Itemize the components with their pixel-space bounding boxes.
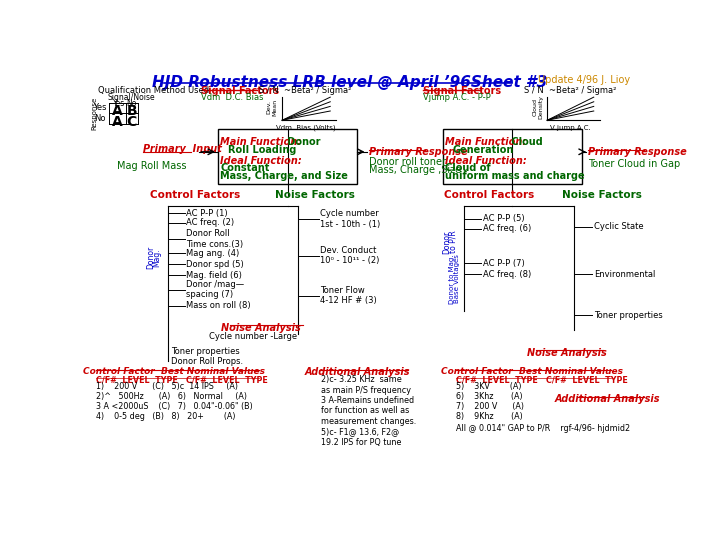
Text: Noise Factors: Noise Factors bbox=[562, 190, 642, 200]
Text: Control Factor  Best Nominal Values: Control Factor Best Nominal Values bbox=[83, 367, 265, 376]
Text: Environmental: Environmental bbox=[594, 270, 655, 279]
Text: C/F#  LEVEL  TYPE   C/F#  LEVEL  TYPE: C/F# LEVEL TYPE C/F# LEVEL TYPE bbox=[456, 375, 628, 384]
Text: Qualification Method Used: Qualification Method Used bbox=[98, 85, 209, 94]
Text: Donor to Mag.: Donor to Mag. bbox=[449, 254, 455, 303]
Text: Toner properties: Toner properties bbox=[171, 347, 240, 356]
Text: Control Factors: Control Factors bbox=[444, 190, 534, 200]
Text: AC P-P (5): AC P-P (5) bbox=[483, 214, 525, 224]
Text: Yes: Yes bbox=[94, 104, 107, 112]
Text: Response: Response bbox=[91, 97, 97, 130]
Text: Cycle number
1st - 10th - (1): Cycle number 1st - 10th - (1) bbox=[320, 209, 380, 228]
Text: Generation: Generation bbox=[453, 145, 514, 155]
Text: A: A bbox=[112, 104, 122, 118]
Text: Noise Factors: Noise Factors bbox=[275, 190, 355, 200]
Text: All @ 0.014" GAP to P/R    rgf-4/96- hjdmid2: All @ 0.014" GAP to P/R rgf-4/96- hjdmid… bbox=[456, 423, 630, 433]
Text: Ideal Function:: Ideal Function: bbox=[220, 156, 302, 166]
Text: Toner Cloud in Gap: Toner Cloud in Gap bbox=[588, 159, 680, 168]
Text: Mass on roll (8): Mass on roll (8) bbox=[186, 301, 251, 310]
Text: Control Factor  Best Nominal Values: Control Factor Best Nominal Values bbox=[441, 367, 623, 376]
Text: Donor roll toner: Donor roll toner bbox=[369, 157, 446, 167]
Text: 2)c- 3.25 KHz  same
as main P/S frequency
3 A-Remains undefined
for function as : 2)c- 3.25 KHz same as main P/S frequency… bbox=[321, 375, 416, 447]
Text: No: No bbox=[126, 99, 136, 107]
Text: Signal Factors: Signal Factors bbox=[423, 85, 501, 96]
Text: Primary Response: Primary Response bbox=[369, 147, 468, 157]
Text: Vdm  D.C. Bias: Vdm D.C. Bias bbox=[201, 93, 264, 102]
Text: 3 A <2000uS    (C)   7)   0.04"-0.06" (B): 3 A <2000uS (C) 7) 0.04"-0.06" (B) bbox=[96, 402, 253, 411]
Text: Noise Analysis: Noise Analysis bbox=[220, 323, 300, 333]
Text: Noise Analysis: Noise Analysis bbox=[527, 348, 606, 358]
Text: Primary  Input: Primary Input bbox=[143, 145, 222, 154]
Text: Cloud
Density: Cloud Density bbox=[533, 95, 544, 119]
Text: Additional Analysis: Additional Analysis bbox=[555, 394, 660, 404]
Text: 2)^   500Hz      (A)   6)   Normal     (A): 2)^ 500Hz (A) 6) Normal (A) bbox=[96, 392, 247, 401]
Text: No: No bbox=[94, 114, 106, 123]
Text: HJD Robustness LRB level @ April ’96Sheet #3: HJD Robustness LRB level @ April ’96Shee… bbox=[152, 75, 547, 90]
Text: Main Function:: Main Function: bbox=[445, 137, 526, 147]
Text: AC freq. (6): AC freq. (6) bbox=[483, 224, 531, 233]
Text: Mag Roll Mass: Mag Roll Mass bbox=[117, 161, 186, 171]
Text: Mass, Charge ,Size: Mass, Charge ,Size bbox=[369, 165, 461, 175]
Text: Cyclic State: Cyclic State bbox=[594, 222, 644, 231]
Text: Roll Loading: Roll Loading bbox=[228, 145, 297, 155]
Text: 7)    200 V      (A): 7) 200 V (A) bbox=[456, 402, 523, 411]
Text: Vdm  Bias (Volts): Vdm Bias (Volts) bbox=[276, 125, 336, 131]
Text: V jump A.C.: V jump A.C. bbox=[550, 125, 591, 131]
Text: B: B bbox=[127, 104, 138, 118]
Text: to P/R: to P/R bbox=[448, 231, 457, 253]
Text: 8)    9Khz       (A): 8) 9Khz (A) bbox=[456, 412, 523, 421]
Text: Signal/Noise: Signal/Noise bbox=[107, 92, 155, 102]
Text: Mag ang. (4): Mag ang. (4) bbox=[186, 249, 239, 258]
Text: Toner properties: Toner properties bbox=[594, 310, 662, 320]
Text: Cycle number -Large: Cycle number -Large bbox=[209, 332, 297, 341]
Text: Additional Analysis: Additional Analysis bbox=[305, 367, 410, 376]
Text: AC P-P (1): AC P-P (1) bbox=[186, 209, 228, 218]
Text: Update 4/96 J. Lioy: Update 4/96 J. Lioy bbox=[538, 75, 630, 85]
Text: 4)    0-5 deg   (B)   8)   20+        (A): 4) 0-5 deg (B) 8) 20+ (A) bbox=[96, 412, 235, 421]
Text: Donor spd (5): Donor spd (5) bbox=[186, 260, 244, 269]
Text: Dev.
Mean: Dev. Mean bbox=[266, 99, 277, 116]
Text: uniform mass and charge: uniform mass and charge bbox=[445, 171, 585, 181]
Text: AC freq. (8): AC freq. (8) bbox=[483, 270, 531, 279]
Text: 1)    200 V      (C)   5)c  14 IPS     (A): 1) 200 V (C) 5)c 14 IPS (A) bbox=[96, 382, 238, 391]
Text: Cloud of: Cloud of bbox=[445, 164, 490, 173]
Text: C: C bbox=[127, 115, 137, 129]
Text: Cloud: Cloud bbox=[508, 137, 544, 147]
Text: Dev. Conduct
10⁰ - 10¹¹ - (2): Dev. Conduct 10⁰ - 10¹¹ - (2) bbox=[320, 246, 379, 266]
Bar bbox=[218, 129, 357, 184]
Text: Base Voltages: Base Voltages bbox=[454, 254, 459, 303]
Text: 6)    3Khz       (A): 6) 3Khz (A) bbox=[456, 392, 523, 401]
Text: Control Factors: Control Factors bbox=[150, 190, 240, 200]
Text: Mag. field (6): Mag. field (6) bbox=[186, 271, 242, 280]
Text: Primary Response: Primary Response bbox=[588, 147, 686, 157]
Text: Mass, Charge, and Size: Mass, Charge, and Size bbox=[220, 171, 348, 181]
Text: 5)    3KV        (A): 5) 3KV (A) bbox=[456, 382, 521, 391]
Text: Donor /mag—
spacing (7): Donor /mag— spacing (7) bbox=[186, 280, 244, 299]
Text: Donor: Donor bbox=[442, 230, 451, 253]
Text: AC P-P (7): AC P-P (7) bbox=[483, 259, 525, 268]
Text: Yes: Yes bbox=[112, 99, 125, 107]
Text: Signal Factors: Signal Factors bbox=[201, 85, 279, 96]
Text: Donor Roll Props.: Donor Roll Props. bbox=[171, 357, 243, 367]
Bar bbox=[443, 129, 582, 184]
Text: S / N  ~Beta² / Sigma²: S / N ~Beta² / Sigma² bbox=[259, 85, 351, 94]
Text: Mag.: Mag. bbox=[152, 248, 161, 267]
Text: Ideal Function:: Ideal Function: bbox=[445, 156, 527, 166]
Text: S / N  ~Beta² / Sigma²: S / N ~Beta² / Sigma² bbox=[524, 85, 617, 94]
Text: Donor: Donor bbox=[284, 137, 320, 147]
Text: Vjump A.C. - P-P: Vjump A.C. - P-P bbox=[423, 93, 491, 102]
Text: Toner Flow
4-12 HF # (3): Toner Flow 4-12 HF # (3) bbox=[320, 286, 377, 306]
Text: Donor: Donor bbox=[146, 246, 155, 269]
Text: A: A bbox=[112, 115, 122, 129]
Text: Donor Roll
Time cons.(3): Donor Roll Time cons.(3) bbox=[186, 229, 243, 248]
Text: AC freq. (2): AC freq. (2) bbox=[186, 218, 234, 227]
Text: Main Function:: Main Function: bbox=[220, 137, 302, 147]
Text: Constant: Constant bbox=[220, 164, 269, 173]
Text: C/F#  LEVEL  TYPE   C/F#  LEVEL  TYPE: C/F# LEVEL TYPE C/F# LEVEL TYPE bbox=[96, 375, 268, 384]
